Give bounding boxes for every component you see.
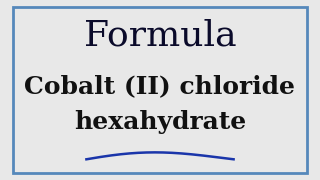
Text: hexahydrate: hexahydrate: [74, 110, 246, 134]
Text: Formula: Formula: [84, 19, 236, 53]
Text: Cobalt (II) chloride: Cobalt (II) chloride: [25, 74, 295, 98]
